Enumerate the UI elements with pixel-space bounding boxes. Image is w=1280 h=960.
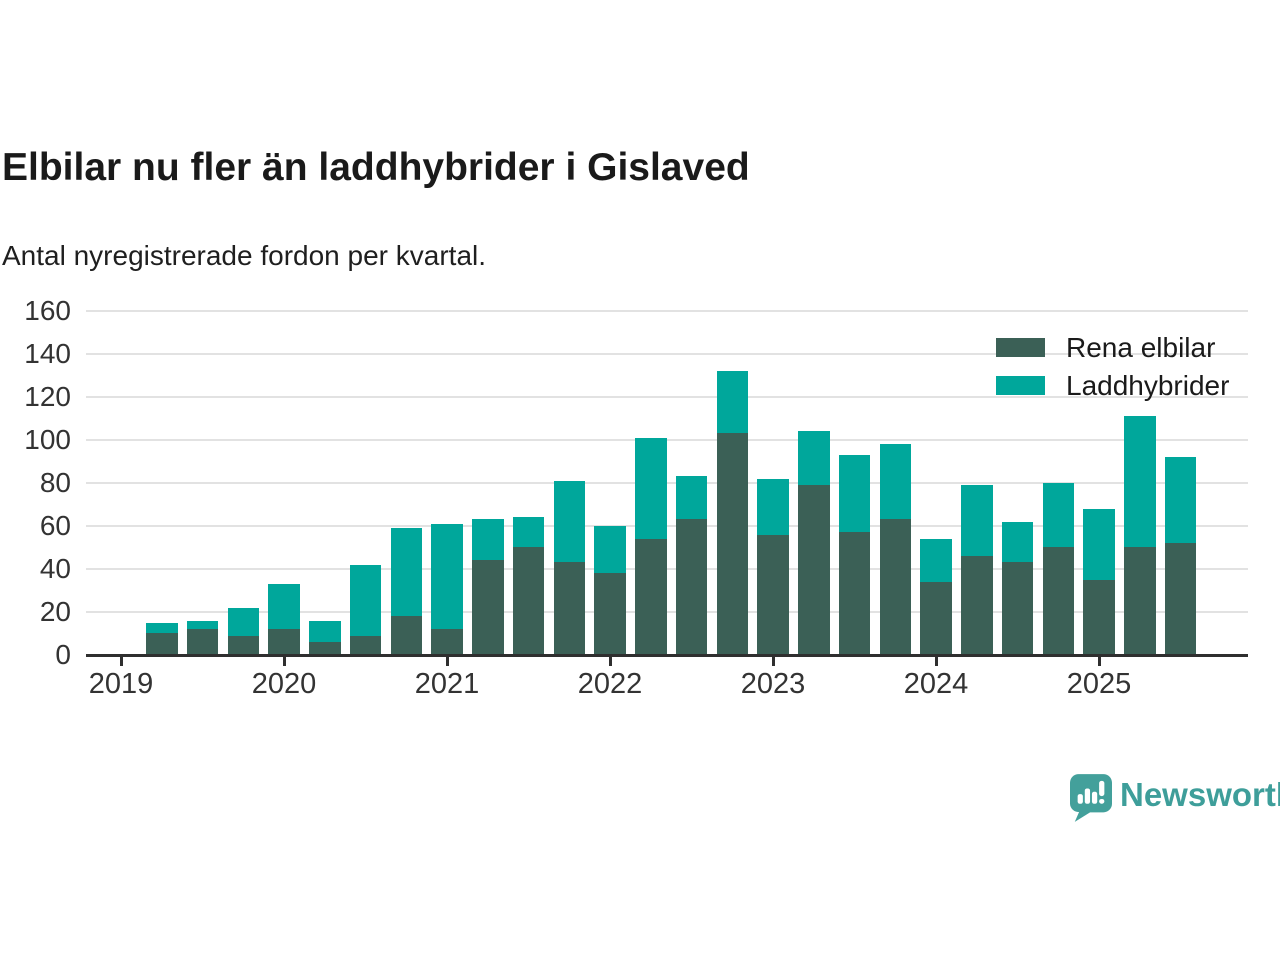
bar-2023-q3-elbilar [838,532,871,655]
gridline-y-140 [86,352,1248,355]
gridline-y-60 [86,524,1248,527]
bar-2023-q2-elbilar [798,485,830,655]
y-axis-label-80: 80 [39,466,71,498]
gridline-y-160 [86,309,1248,312]
brand-footer: Newsworthy [1070,774,1280,822]
bar-2024-q2-laddhybrider [961,485,993,557]
y-axis-label-160: 160 [24,294,71,326]
x-axis-label-2019: 2019 [88,668,154,700]
legend-label-rena-elbilar: Rena elbilar [1066,332,1216,363]
bar-2020-q3-laddhybrider [349,564,382,636]
bar-2021-q1-laddhybrider [431,523,463,630]
y-axis-label-140: 140 [24,337,71,369]
x-axis-tick-2025 [1097,656,1101,666]
bar-2023-q3-laddhybrider [838,454,871,533]
bar-2024-q1-elbilar [920,581,952,655]
bar-2021-q2-laddhybrider [472,519,504,561]
x-axis-label-2023: 2023 [740,668,806,700]
x-axis-tick-2022 [608,656,612,666]
bar-2023-q2-laddhybrider [798,431,830,486]
legend-swatch-laddhybrider [996,376,1045,395]
bar-2021-q3-laddhybrider [512,517,545,548]
bar-2024-q3-laddhybrider [1001,521,1034,563]
bar-2021-q4-laddhybrider [553,480,585,563]
bar-2019-q2-elbilar [146,633,178,655]
bar-2025-q3-laddhybrider [1164,457,1197,544]
y-axis-label-60: 60 [39,509,71,541]
bar-2023-q4-laddhybrider [879,444,911,520]
bar-2019-q4-laddhybrider [227,607,259,636]
gridline-y-120 [86,395,1248,398]
x-axis-tick-2020 [282,656,286,666]
bar-2020-q1-elbilar [268,629,300,655]
bar-2023-q4-elbilar [879,519,911,655]
y-axis-label-40: 40 [39,552,71,584]
legend-swatch-rena-elbilar [996,338,1045,357]
y-axis-label-100: 100 [24,423,71,455]
bar-2020-q2-laddhybrider [309,620,341,643]
legend-item-rena-elbilar: Rena elbilar [996,332,1229,363]
bar-2021-q3-elbilar [512,547,545,655]
bar-2019-q3-elbilar [186,629,219,655]
bar-2022-q4-laddhybrider [716,371,748,434]
bar-2024-q1-laddhybrider [920,538,952,582]
bar-2020-q2-elbilar [309,642,341,655]
bar-2024-q2-elbilar [961,556,993,655]
bar-2022-q2-elbilar [635,538,667,655]
bar-2020-q4-elbilar [390,616,422,655]
bar-2022-q1-laddhybrider [594,525,626,574]
y-axis-label-20: 20 [39,595,71,627]
bar-2025-q2-laddhybrider [1124,416,1156,548]
y-axis-label-0: 0 [55,639,71,670]
newsworthy-logo-icon [1070,774,1112,822]
bar-2025-q1-elbilar [1083,579,1115,655]
x-axis-tick-2024 [934,656,938,666]
bar-2023-q1-elbilar [757,534,789,655]
bar-2021-q1-elbilar [431,629,463,655]
x-axis-tick-2023 [771,656,775,666]
gridline-y-20 [86,610,1248,613]
bar-2023-q1-laddhybrider [757,478,789,535]
x-axis-tick-2019 [119,656,123,666]
gridline-y-40 [86,567,1248,570]
chart-title: Elbilar nu fler än laddhybrider i Gislav… [2,146,750,189]
bar-2022-q2-laddhybrider [635,437,667,539]
x-axis-line [86,653,1248,657]
stacked-bar-chart: 0 20 40 60 80 100 120 140 160 2019 2020 2021 2022 202… [24,294,1248,700]
bar-2025-q3-elbilar [1164,543,1197,655]
bar-2019-q3-laddhybrider [186,620,219,630]
chart-subtitle: Antal nyregistrerade fordon per kvartal. [2,240,487,271]
x-axis-tick-2021 [445,656,449,666]
bar-2022-q3-laddhybrider [675,476,708,520]
bar-2020-q3-elbilar [349,635,382,655]
bar-2022-q4-elbilar [716,433,748,655]
bar-2019-q4-elbilar [227,635,259,655]
y-axis-label-120: 120 [24,380,71,412]
x-axis-label-2022: 2022 [577,668,643,700]
bar-2025-q1-laddhybrider [1083,508,1115,580]
bar-2021-q4-elbilar [553,562,585,655]
bar-2022-q3-elbilar [675,519,708,655]
gridline-y-100 [86,438,1248,441]
bar-2021-q2-elbilar [472,560,504,655]
brand-name: Newsworthy [1120,776,1280,813]
bar-2024-q4-elbilar [1042,547,1074,655]
x-axis-label-2024: 2024 [903,668,969,700]
bar-2022-q1-elbilar [594,573,626,655]
x-axis-label-2025: 2025 [1066,668,1132,700]
bar-2020-q4-laddhybrider [390,528,422,617]
x-axis-label-2021: 2021 [414,668,480,700]
gridline-y-80 [86,481,1248,484]
bar-2019-q2-laddhybrider [146,622,178,634]
legend-label-laddhybrider: Laddhybrider [1066,370,1230,401]
bar-2020-q1-laddhybrider [268,584,300,630]
x-axis-label-2020: 2020 [251,668,317,700]
legend-item-laddhybrider: Laddhybrider [996,370,1230,401]
bar-2025-q2-elbilar [1124,547,1156,655]
bar-2024-q3-elbilar [1001,562,1034,655]
chart-legend: Rena elbilar Laddhybrider [996,332,1230,414]
bar-2024-q4-laddhybrider [1042,482,1074,548]
